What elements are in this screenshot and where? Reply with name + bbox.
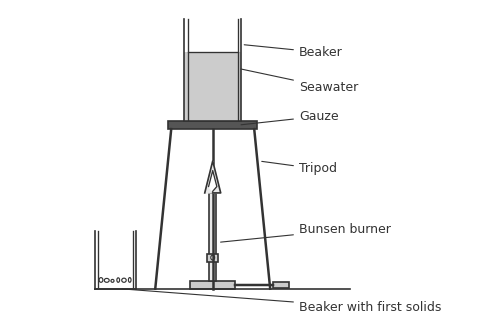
Bar — [184, 52, 241, 121]
Ellipse shape — [117, 278, 120, 282]
Polygon shape — [209, 171, 217, 191]
Text: Beaker: Beaker — [244, 45, 343, 59]
Ellipse shape — [122, 278, 126, 282]
Text: Seawater: Seawater — [241, 69, 358, 94]
Bar — [207, 253, 218, 261]
Bar — [209, 193, 216, 281]
Polygon shape — [205, 161, 221, 193]
Ellipse shape — [211, 255, 215, 260]
Ellipse shape — [111, 279, 114, 282]
Bar — [191, 281, 235, 289]
Ellipse shape — [129, 278, 131, 282]
Bar — [274, 282, 289, 288]
Text: Beaker with first solids: Beaker with first solids — [122, 289, 441, 314]
Ellipse shape — [99, 278, 103, 282]
Bar — [168, 121, 257, 129]
Ellipse shape — [104, 279, 109, 282]
Text: Gauze: Gauze — [241, 110, 338, 125]
Text: Bunsen burner: Bunsen burner — [221, 223, 391, 242]
Text: Tripod: Tripod — [262, 161, 337, 175]
